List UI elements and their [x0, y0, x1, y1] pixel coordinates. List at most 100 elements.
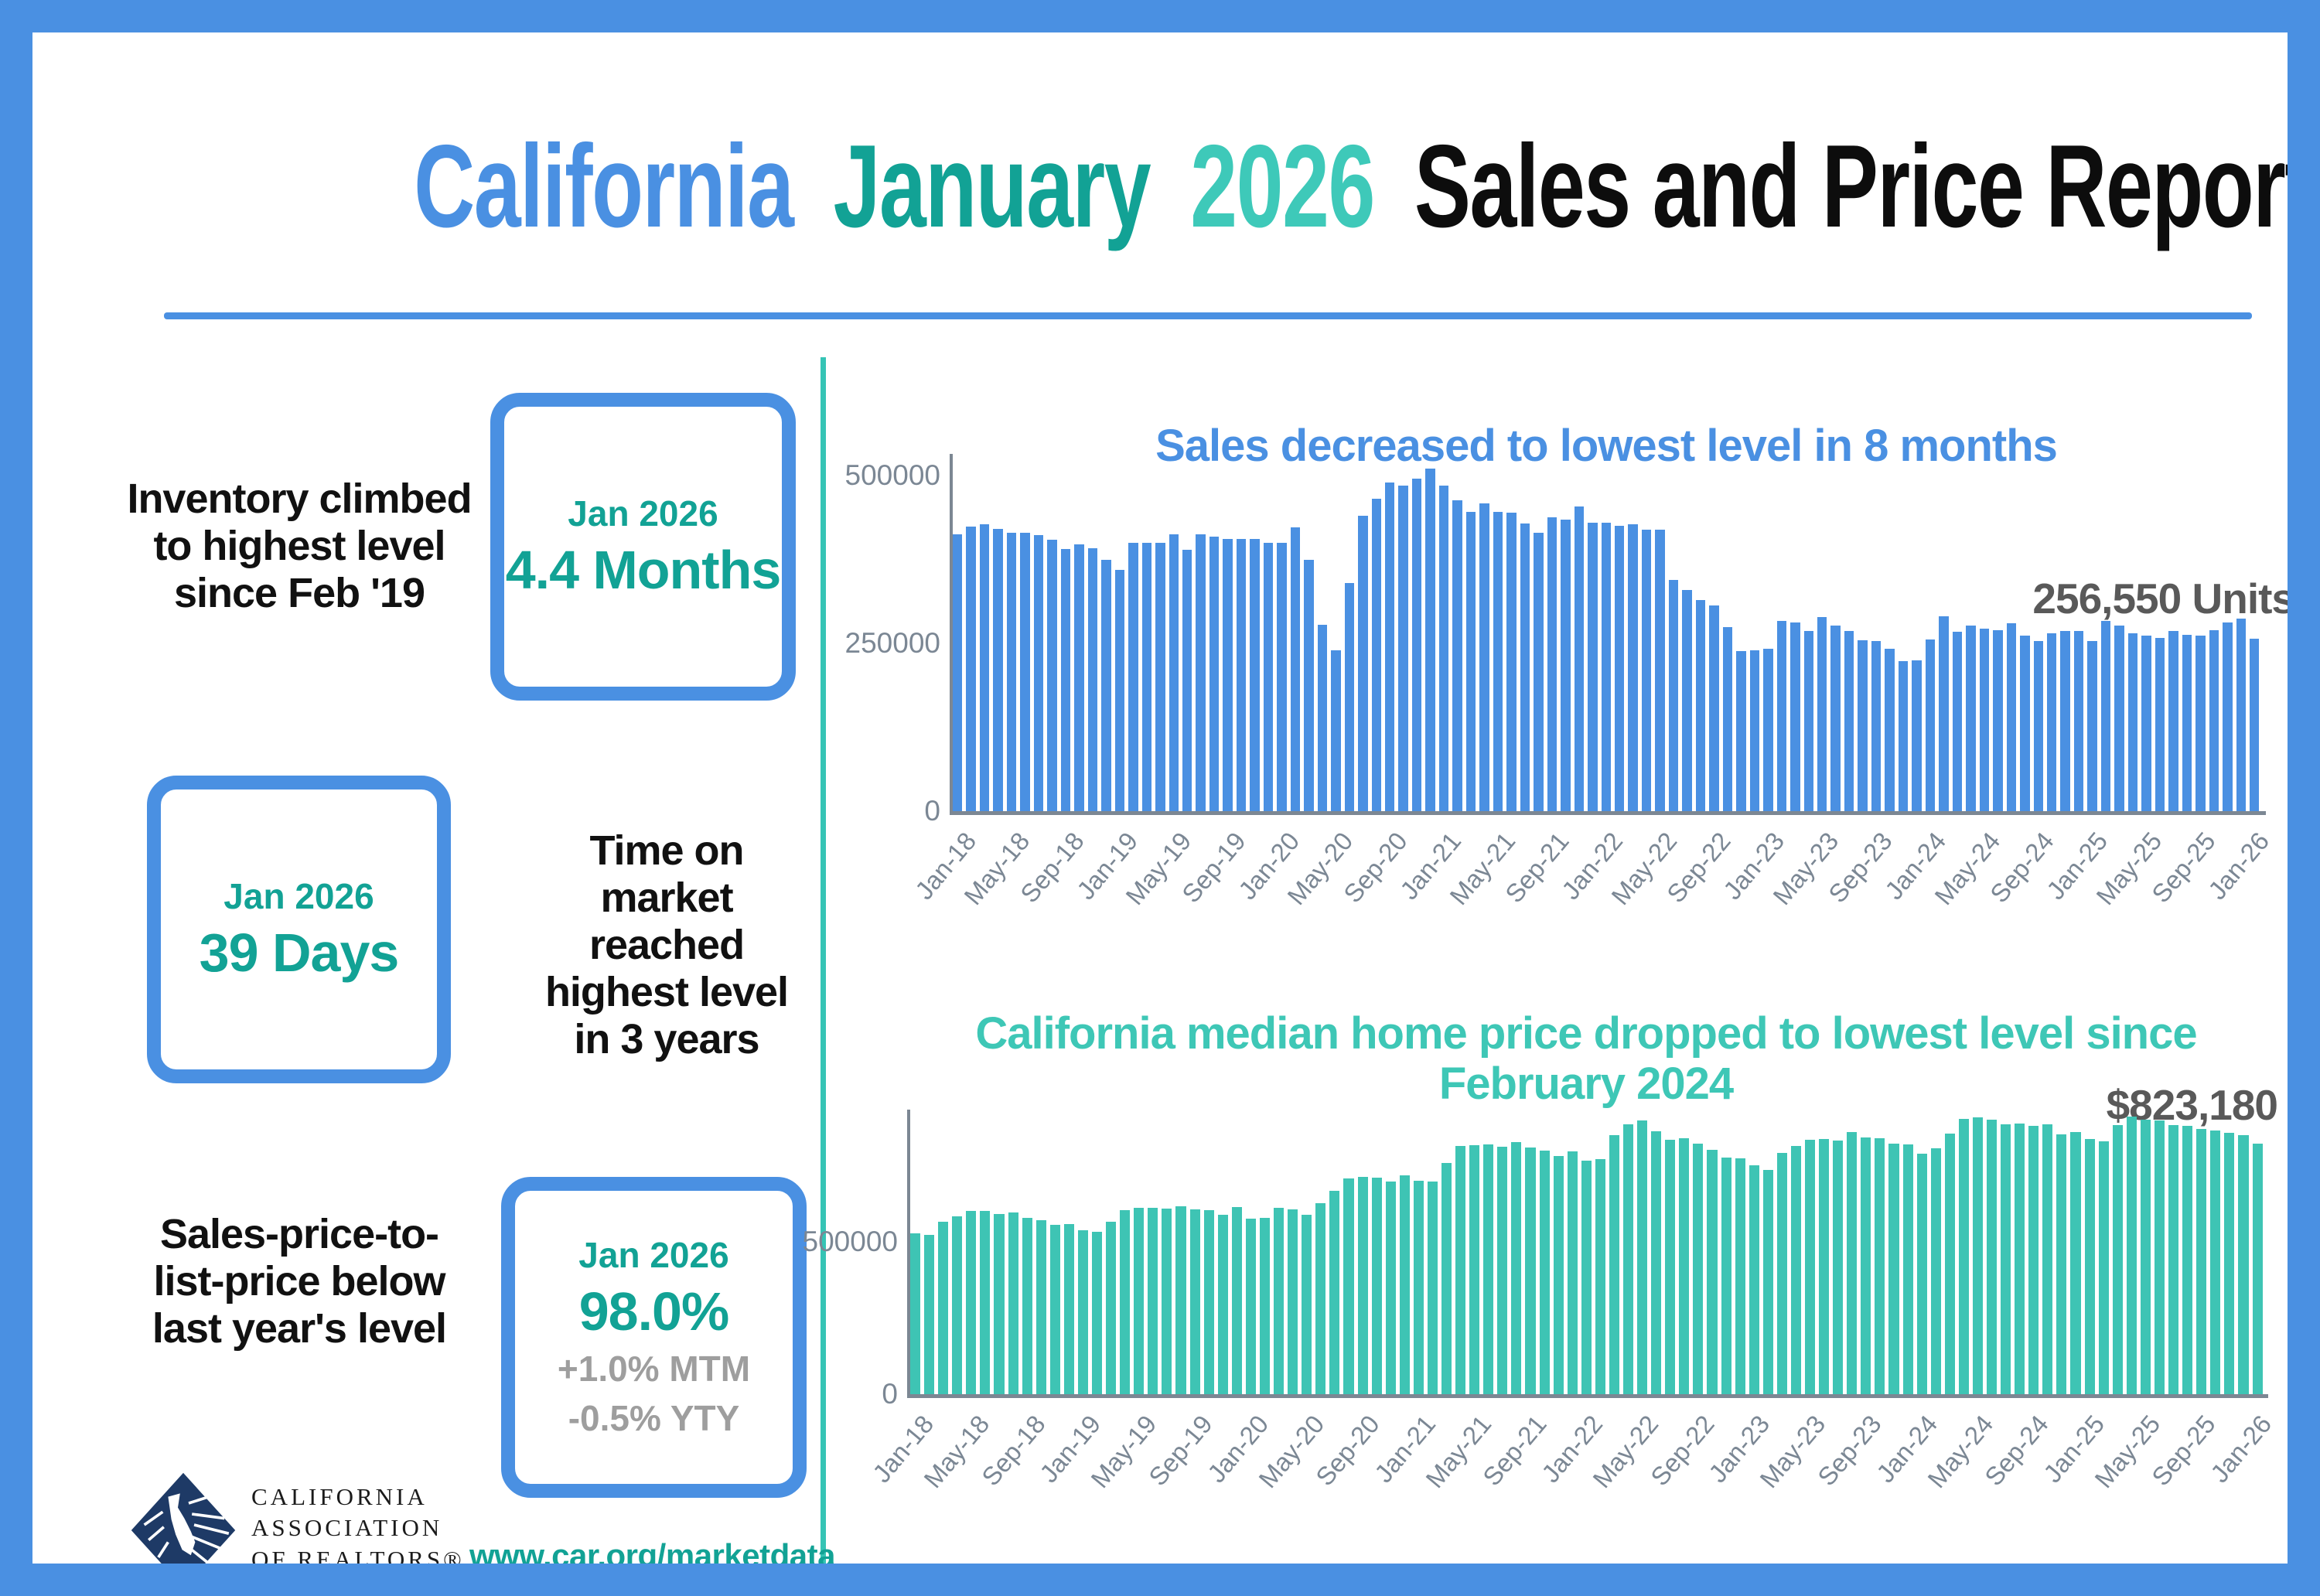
- bar: [1331, 650, 1341, 811]
- bar: [2224, 1132, 2235, 1394]
- bar: [1651, 1130, 1662, 1394]
- logo-line-3: OF REALTORS®: [251, 1545, 465, 1573]
- bar: [1693, 1144, 1704, 1394]
- bar: [1520, 523, 1530, 811]
- bar: [1966, 626, 1976, 811]
- price-bars: [910, 1110, 2263, 1394]
- bar: [2098, 1141, 2109, 1394]
- bar: [1049, 1225, 1060, 1394]
- bar: [1304, 559, 1314, 811]
- bar: [1749, 1165, 1759, 1394]
- sales-chart-title: Sales decreased to lowest level in 8 mon…: [1155, 421, 2058, 472]
- bar: [966, 1211, 977, 1394]
- bar: [1196, 534, 1206, 811]
- bar: [2155, 638, 2165, 811]
- bar: [1209, 537, 1220, 811]
- bar: [1875, 1137, 1885, 1394]
- bar: [1958, 1118, 1969, 1394]
- bar: [2042, 1124, 2053, 1394]
- bar: [1888, 1144, 1899, 1394]
- bar: [2001, 1124, 2011, 1394]
- bar: [1861, 1137, 1871, 1394]
- bar: [1803, 631, 1813, 811]
- bar: [924, 1235, 935, 1394]
- stat-period: Jan 2026: [223, 876, 374, 916]
- bar: [953, 534, 963, 811]
- bar: [1106, 1222, 1117, 1394]
- bar: [2209, 629, 2219, 811]
- bar: [1871, 640, 1882, 811]
- bar: [2210, 1130, 2221, 1394]
- title-part-year: 2026: [1190, 121, 1375, 252]
- bar: [1217, 1214, 1228, 1394]
- bar: [938, 1222, 949, 1394]
- bar: [1074, 544, 1084, 811]
- median-price-chart-title: California median home price dropped to …: [975, 1008, 2197, 1110]
- bar: [1358, 516, 1368, 811]
- bar: [1622, 1124, 1634, 1394]
- bar: [1925, 639, 1936, 811]
- inventory-stat-box: Jan 2026 4.4 Months: [490, 393, 796, 701]
- bar: [1987, 1120, 1998, 1394]
- bar: [2033, 641, 2043, 811]
- bar: [1155, 542, 1165, 811]
- bar: [1371, 1177, 1382, 1394]
- bar: [2250, 639, 2260, 811]
- bar: [1776, 620, 1787, 811]
- bar: [1087, 547, 1098, 811]
- bar: [1441, 1162, 1452, 1394]
- bar: [1819, 1138, 1830, 1394]
- bar: [1250, 538, 1260, 811]
- sale-to-list-stat-text: Sales-price-to-list-price below last yea…: [152, 1211, 447, 1352]
- bar: [1762, 1170, 1773, 1394]
- sales-bars: [953, 454, 2260, 811]
- bar: [1817, 617, 1827, 811]
- car-logo-icon: [131, 1472, 236, 1564]
- sales-x-axis: Jan-18 May-18 Sep-18 Jan-19 May-19 Sep-19 Jan-…: [909, 811, 2275, 958]
- logo-line-2: ASSOCIATION: [251, 1514, 443, 1542]
- bar: [1455, 1146, 1466, 1394]
- bar: [2028, 1126, 2039, 1394]
- bar: [1695, 600, 1706, 811]
- bar: [1274, 1207, 1285, 1394]
- bar: [993, 528, 1003, 811]
- bar: [1641, 530, 1652, 811]
- bar: [1425, 469, 1435, 811]
- bar: [1665, 1140, 1676, 1394]
- bar: [2056, 1134, 2067, 1394]
- bar: [1682, 589, 1692, 811]
- car-logo: [129, 1471, 237, 1564]
- bar: [1128, 542, 1138, 811]
- bar: [2020, 635, 2030, 811]
- bar: [2070, 1131, 2081, 1394]
- stat-period: Jan 2026: [578, 1235, 729, 1275]
- bar: [1288, 1209, 1298, 1394]
- bar: [1497, 1147, 1508, 1394]
- bar: [1930, 1148, 1941, 1394]
- car-logo-text: CALIFORNIA ASSOCIATION OF REALTORS®: [251, 1482, 465, 1573]
- bar: [1736, 651, 1746, 811]
- y-axis-tick-label: 500000: [802, 1226, 898, 1257]
- website-link[interactable]: www.car.org/marketdata: [469, 1537, 835, 1574]
- sales-y-axis-line: [950, 454, 953, 811]
- bar: [1357, 1177, 1368, 1394]
- bar: [1547, 517, 1557, 811]
- stat-value: 98.0%: [578, 1281, 729, 1342]
- bar: [1035, 1219, 1046, 1394]
- bar: [2112, 1124, 2123, 1394]
- stat-value: 39 Days: [199, 922, 400, 983]
- bar: [1385, 482, 1395, 811]
- bar: [1134, 1208, 1145, 1394]
- bar: [1805, 1139, 1816, 1394]
- bar: [1972, 1117, 1984, 1394]
- bar: [2060, 631, 2070, 811]
- bar: [1343, 1178, 1354, 1394]
- bar: [1721, 1157, 1731, 1394]
- bar: [1101, 559, 1111, 811]
- price-y-axis: 0 500000: [774, 1110, 898, 1410]
- bar: [1493, 511, 1503, 811]
- bar: [1709, 605, 1719, 811]
- sales-y-axis: 0 250000 500000: [817, 454, 940, 827]
- bar: [1008, 1212, 1018, 1394]
